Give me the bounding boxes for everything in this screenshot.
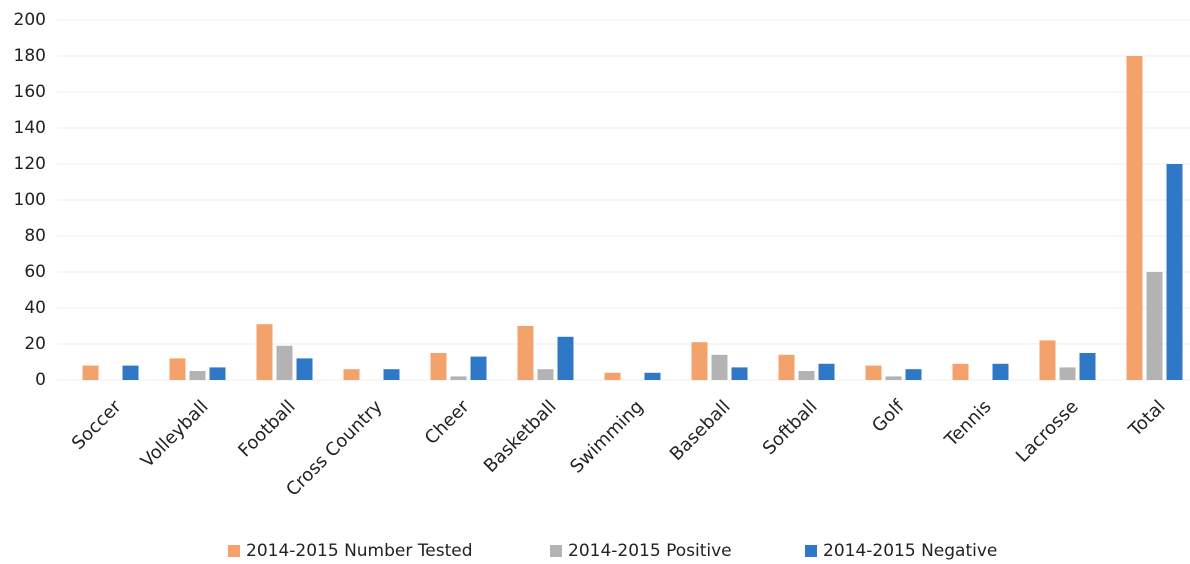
y-tick-label: 80 bbox=[24, 226, 46, 246]
y-tick-label: 180 bbox=[14, 46, 46, 66]
x-tick-label: Lacrosse bbox=[1012, 396, 1083, 467]
bar bbox=[189, 371, 206, 380]
bar bbox=[798, 371, 815, 380]
bar bbox=[644, 372, 661, 380]
bar bbox=[1059, 367, 1076, 380]
y-tick-label: 20 bbox=[24, 334, 46, 354]
bar bbox=[122, 365, 139, 380]
bar bbox=[905, 369, 922, 380]
bar bbox=[430, 353, 447, 380]
bar bbox=[383, 369, 400, 380]
bar bbox=[82, 365, 99, 380]
y-tick-label: 40 bbox=[24, 298, 46, 318]
x-tick-label: Total bbox=[1124, 396, 1169, 441]
x-tick-label: Golf bbox=[868, 396, 909, 437]
x-tick-label: Tennis bbox=[940, 396, 995, 451]
bar bbox=[343, 369, 360, 380]
y-tick-label: 60 bbox=[24, 262, 46, 282]
y-tick-label: 120 bbox=[14, 154, 46, 174]
bar bbox=[885, 376, 902, 380]
bar bbox=[1146, 272, 1163, 380]
x-tick-label: Softball bbox=[759, 396, 822, 459]
y-tick-label: 200 bbox=[14, 10, 46, 30]
legend-label: 2014-2015 Positive bbox=[568, 541, 732, 561]
bar bbox=[1126, 56, 1143, 380]
x-tick-label: Swimming bbox=[566, 396, 647, 477]
y-tick-label: 140 bbox=[14, 118, 46, 138]
bar bbox=[604, 372, 621, 380]
x-tick-label: Soccer bbox=[68, 396, 126, 454]
legend-swatch bbox=[550, 545, 562, 557]
bar bbox=[711, 354, 728, 380]
x-tick-label: Basketball bbox=[480, 396, 561, 477]
bar bbox=[256, 324, 273, 380]
bar bbox=[731, 367, 748, 380]
bar bbox=[865, 365, 882, 380]
bar bbox=[209, 367, 226, 380]
bar bbox=[778, 354, 795, 380]
bar bbox=[537, 369, 554, 380]
legend-label: 2014-2015 Number Tested bbox=[246, 541, 473, 561]
bar bbox=[1079, 353, 1096, 380]
y-tick-label: 0 bbox=[35, 370, 46, 390]
x-tick-label: Cheer bbox=[421, 396, 474, 449]
bar bbox=[470, 356, 487, 380]
legend-swatch bbox=[805, 545, 817, 557]
x-tick-label: Baseball bbox=[666, 396, 735, 465]
bar bbox=[818, 363, 835, 380]
legend-label: 2014-2015 Negative bbox=[823, 541, 997, 561]
x-tick-label: Football bbox=[234, 396, 299, 461]
bar bbox=[1039, 340, 1056, 380]
bar bbox=[450, 376, 467, 380]
bar bbox=[517, 326, 534, 380]
x-tick-label: Volleyball bbox=[137, 396, 213, 472]
bar bbox=[992, 363, 1009, 380]
bar bbox=[557, 336, 574, 380]
bar bbox=[691, 342, 708, 380]
bar bbox=[169, 358, 186, 380]
legend-swatch bbox=[228, 545, 240, 557]
y-tick-label: 100 bbox=[14, 190, 46, 210]
bar bbox=[296, 358, 313, 380]
y-tick-label: 160 bbox=[14, 82, 46, 102]
bar bbox=[276, 345, 293, 380]
bar bbox=[1166, 164, 1183, 380]
bar bbox=[952, 363, 969, 380]
